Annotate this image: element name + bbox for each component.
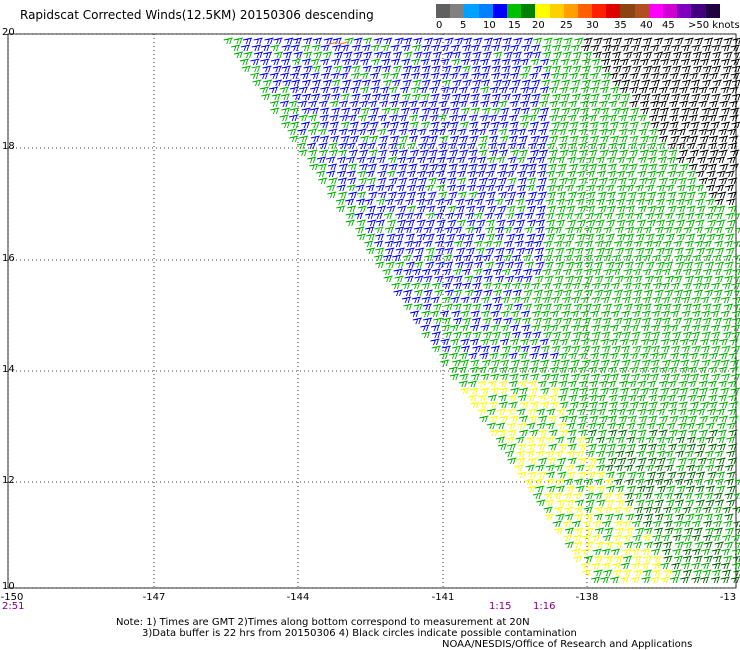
legend-swatch	[549, 4, 564, 18]
legend-label: 20	[532, 20, 545, 31]
legend-label: 25	[560, 20, 573, 31]
legend-swatch	[620, 4, 635, 18]
legend-swatch	[506, 4, 522, 18]
legend-label: 40	[640, 20, 653, 31]
legend-swatch	[521, 4, 536, 18]
legend-swatch	[634, 4, 649, 18]
lat-label: 16	[2, 253, 15, 264]
lon-label: -150	[0, 592, 24, 603]
wind-barb-group	[329, 41, 349, 45]
lon-label: -13	[719, 592, 737, 603]
legend-label: 35	[614, 20, 627, 31]
legend-swatch	[577, 4, 593, 18]
legend-swatch	[606, 4, 621, 18]
legend-label: 10	[483, 20, 496, 31]
legend-swatch	[691, 4, 706, 18]
legend-swatch	[563, 4, 578, 18]
legend-label: >50 knots	[688, 20, 740, 31]
lat-label: 18	[2, 141, 15, 152]
wind-barb-group	[581, 37, 740, 206]
wind-barb-group	[240, 37, 559, 360]
lat-label: 10	[2, 581, 15, 592]
time-label: 2:51	[2, 601, 25, 612]
legend-label: 45	[662, 20, 675, 31]
lat-label: 12	[2, 475, 15, 486]
wind-barb-group	[587, 429, 740, 584]
lat-label: 20	[2, 27, 15, 38]
wind-barb-group	[223, 37, 740, 584]
wind-barb-group	[460, 380, 673, 584]
legend-label: 5	[460, 20, 467, 31]
legend-label: 30	[586, 20, 599, 31]
legend-swatch	[436, 4, 451, 18]
legend-swatch	[677, 4, 692, 18]
wind-speed-legend: 0 5 10 15 20 25 30 35 40 45 >50 knots	[436, 4, 740, 34]
wind-barbs	[223, 37, 740, 584]
lon-label: -147	[142, 592, 166, 603]
map-title: Rapidscat Corrected Winds(12.5KM) 201503…	[20, 8, 374, 22]
footnote-line-2: 3)Data buffer is 22 hrs from 20150306 4)…	[142, 628, 577, 639]
lat-lon-grid	[7, 33, 737, 589]
legend-swatch	[450, 4, 465, 18]
legend-swatch	[705, 4, 720, 18]
legend-swatch	[663, 4, 678, 18]
legend-swatch	[648, 4, 663, 18]
footnote-line-3: NOAA/NESDIS/Office of Research and Appli…	[442, 639, 693, 650]
legend-swatch	[535, 4, 550, 18]
time-label: 1:16	[533, 601, 556, 612]
legend-label: 0	[436, 20, 443, 31]
time-label: 1:15	[489, 601, 512, 612]
lat-label: 14	[2, 364, 15, 375]
legend-swatch	[592, 4, 607, 18]
legend-swatch	[464, 4, 479, 18]
lon-label: -141	[431, 592, 455, 603]
legend-color-bar	[436, 4, 720, 18]
lon-label: -144	[286, 592, 310, 603]
lon-label: -138	[575, 592, 599, 603]
legend-swatch	[478, 4, 493, 18]
legend-label: 15	[508, 20, 521, 31]
footnote-line-1: Note: 1) Times are GMT 2)Times along bot…	[116, 617, 530, 628]
legend-swatch	[492, 4, 507, 18]
